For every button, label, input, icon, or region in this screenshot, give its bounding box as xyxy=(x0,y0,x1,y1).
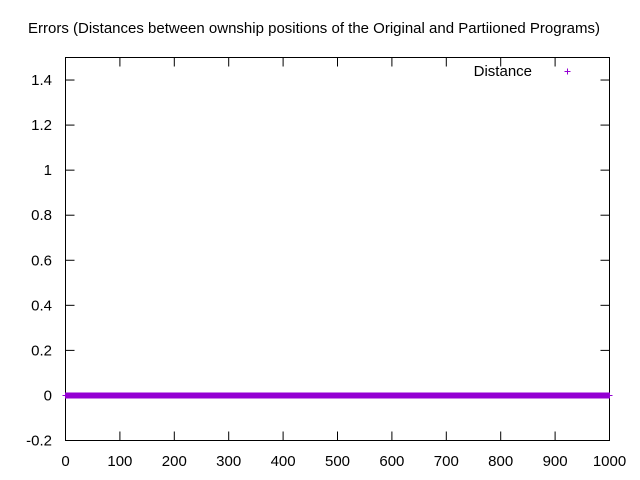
x-tick-label: 900 xyxy=(543,453,568,470)
x-tick-label: 400 xyxy=(271,453,296,470)
y-tick-label: 0.4 xyxy=(31,297,52,314)
x-tick-label: 500 xyxy=(325,453,350,470)
y-tick-label: 1.2 xyxy=(31,117,52,134)
y-axis-ticks: -0.2 0 0.2 0.4 0.6 0.8 1 1.2 1.4 xyxy=(26,72,610,450)
plot-frame xyxy=(65,57,610,441)
series-distance xyxy=(62,392,613,399)
data-points xyxy=(62,392,613,399)
legend: Distance xyxy=(474,63,571,80)
y-tick-label: 1.4 xyxy=(31,72,52,89)
chart-title: Errors (Distances between ownship positi… xyxy=(28,20,600,37)
x-tick-label: 600 xyxy=(379,453,404,470)
x-tick-label: 100 xyxy=(107,453,132,470)
x-tick-label: 200 xyxy=(162,453,187,470)
x-tick-label: 300 xyxy=(216,453,241,470)
legend-marker-plus xyxy=(564,68,571,75)
y-tick-label: -0.2 xyxy=(26,433,52,450)
y-tick-label: 0.8 xyxy=(31,207,52,224)
legend-label: Distance xyxy=(474,63,532,80)
x-tick-label: 700 xyxy=(434,453,459,470)
x-tick-label: 1000 xyxy=(593,453,626,470)
x-tick-label: 800 xyxy=(488,453,513,470)
y-tick-label: 0 xyxy=(44,387,52,404)
y-tick-label: 0.2 xyxy=(31,342,52,359)
legend-marker xyxy=(564,68,571,75)
x-axis-ticks: 0 100 200 300 400 500 600 700 800 900 1000 xyxy=(61,57,626,470)
y-tick-label: 1 xyxy=(44,162,52,179)
y-tick-label: 0.6 xyxy=(31,252,52,269)
x-tick-label: 0 xyxy=(61,453,69,470)
